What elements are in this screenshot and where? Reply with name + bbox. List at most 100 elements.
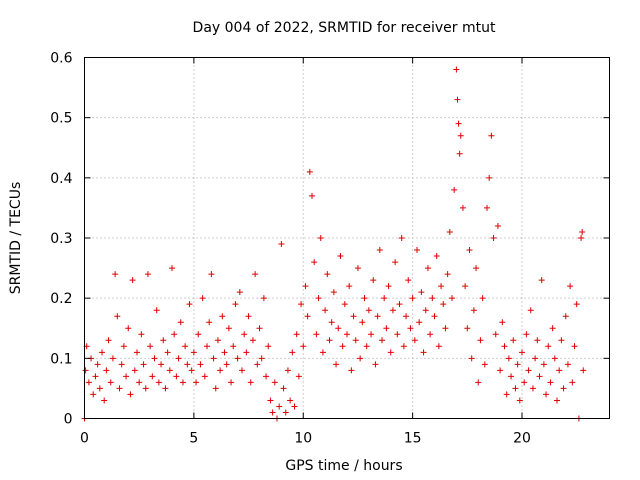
data-point (101, 397, 108, 404)
y-tick-label: 0.3 (50, 231, 72, 247)
data-point (287, 397, 294, 404)
data-point (254, 361, 261, 368)
data-point (169, 265, 175, 272)
data-point (129, 277, 136, 284)
data-point (173, 373, 180, 380)
data-point (486, 174, 493, 181)
x-tick-label: 15 (404, 431, 422, 447)
data-point (457, 132, 464, 139)
data-point (545, 343, 552, 350)
y-tick-label: 0.5 (50, 111, 72, 127)
data-point (479, 295, 486, 302)
data-point (158, 361, 165, 368)
data-point (228, 379, 235, 386)
x-tick-label: 20 (513, 431, 531, 447)
data-point (195, 331, 202, 338)
data-point (396, 301, 403, 308)
data-point (580, 367, 587, 374)
data-point (514, 361, 521, 368)
data-point (322, 307, 329, 314)
data-point (309, 192, 315, 199)
data-point (179, 379, 186, 386)
data-point (267, 397, 274, 404)
data-point (201, 373, 208, 380)
data-point (212, 385, 219, 392)
data-point (300, 343, 307, 350)
data-point (339, 343, 346, 350)
data-point (94, 361, 101, 368)
data-point (579, 228, 586, 235)
data-point (578, 235, 585, 241)
data-point (394, 331, 401, 338)
data-point (225, 325, 232, 332)
data-point (105, 337, 112, 344)
data-point (269, 409, 276, 416)
data-point (549, 325, 556, 332)
data-point (409, 295, 416, 302)
data-point (503, 391, 510, 398)
data-point (473, 265, 480, 272)
data-point (223, 361, 230, 368)
data-point (385, 283, 392, 290)
data-point (543, 391, 550, 398)
data-point (131, 367, 138, 374)
data-point (418, 289, 425, 296)
data-point (567, 283, 574, 290)
x-tick-label: 0 (80, 431, 89, 447)
data-point (492, 331, 499, 338)
data-point (551, 355, 558, 362)
data-point (381, 295, 388, 302)
data-point (188, 367, 195, 374)
data-point (484, 204, 490, 211)
data-point (519, 349, 525, 356)
data-point (232, 301, 239, 308)
data-point (90, 391, 97, 398)
data-point (403, 313, 410, 320)
data-point (453, 66, 460, 73)
data-point (370, 277, 377, 284)
data-point (512, 385, 519, 392)
data-point (350, 313, 357, 320)
plot-frame (84, 57, 610, 419)
data-point (315, 295, 322, 302)
data-point (424, 265, 431, 272)
data-point (206, 319, 213, 326)
y-axis-label: SRMTID / TECUs (8, 182, 24, 295)
data-point (368, 331, 375, 338)
data-point (510, 337, 517, 344)
data-point (291, 403, 298, 410)
data-point (525, 367, 532, 374)
data-point (532, 355, 539, 362)
data-point (134, 349, 140, 356)
data-point (536, 373, 543, 380)
data-point (387, 349, 394, 356)
data-point (481, 361, 488, 368)
data-point (501, 343, 508, 350)
data-point (127, 391, 134, 398)
data-point (204, 343, 210, 350)
data-point (359, 319, 366, 326)
data-point (440, 301, 447, 308)
data-point (468, 355, 475, 362)
data-point (96, 385, 103, 392)
data-point (298, 301, 305, 308)
data-point (116, 385, 123, 392)
data-point (118, 361, 125, 368)
data-point (427, 331, 434, 338)
data-point (265, 343, 272, 350)
data-point (184, 361, 191, 368)
x-tick-label: 5 (189, 431, 198, 447)
data-point (383, 325, 390, 332)
data-point (337, 253, 344, 260)
data-point (449, 295, 455, 302)
data-point (162, 385, 169, 392)
data-point (516, 397, 523, 404)
data-point (488, 132, 495, 139)
data-point (85, 379, 92, 386)
data-point (304, 313, 311, 320)
data-point (260, 295, 267, 302)
data-point (171, 331, 178, 338)
data-point (558, 337, 565, 344)
data-point (249, 337, 256, 344)
data-point (311, 259, 318, 266)
